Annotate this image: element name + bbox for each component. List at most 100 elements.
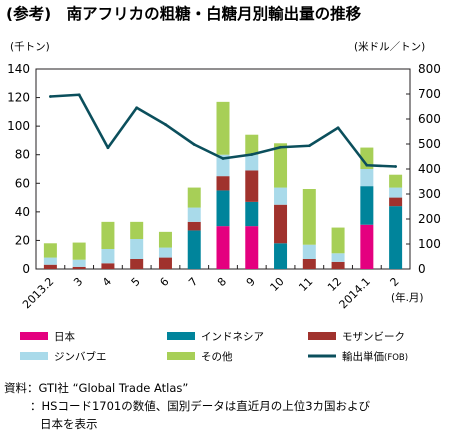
- x-tick-label: 5: [129, 275, 143, 289]
- right-tick-label: 200: [418, 212, 441, 226]
- bar-segment: [302, 244, 316, 259]
- unit-price-point: [336, 126, 340, 130]
- x-axis-unit: (年.月): [391, 291, 424, 304]
- bar-segment: [72, 259, 86, 267]
- unit-price-line: [48, 93, 398, 168]
- unit-price-point: [164, 123, 167, 126]
- bar-segment: [101, 249, 115, 264]
- bar-segment: [274, 204, 288, 244]
- unit-price-point: [250, 153, 254, 156]
- unit-price-point: [365, 163, 369, 167]
- right-tick-label: 500: [418, 137, 441, 151]
- legend-label-others: その他: [201, 350, 233, 363]
- right-tick-label: 600: [418, 112, 441, 126]
- bar-segment: [101, 221, 115, 249]
- x-tick-label: 8: [215, 275, 229, 289]
- bar-segment: [331, 261, 345, 269]
- bar-segment: [130, 239, 144, 259]
- bar-segment: [216, 226, 230, 269]
- bar-segment: [216, 154, 230, 177]
- legend-swatch-indonesia: [167, 332, 195, 340]
- bar-segment: [43, 257, 57, 265]
- x-tick-label: 2014.1: [337, 275, 373, 311]
- bar-segment: [389, 206, 403, 269]
- bar-segment: [43, 243, 57, 258]
- left-tick-label: 80: [15, 148, 30, 162]
- bar-segment: [331, 227, 345, 254]
- bar-segment: [245, 170, 259, 202]
- source-line-2: ：HSコード1701の数値、国別データは直近月の上位3カ国および: [30, 399, 371, 413]
- left-tick-label: 0: [22, 262, 30, 276]
- legend-swatch-zimbabwe: [20, 352, 48, 360]
- x-tick-label: 4: [100, 275, 114, 289]
- bar-segment: [245, 134, 259, 155]
- x-tick-label: 3: [71, 275, 85, 289]
- bar-segment: [360, 147, 374, 169]
- unit-price-point: [106, 146, 110, 150]
- source-line-3: 日本を表示: [40, 417, 98, 431]
- bar-segment: [72, 242, 86, 260]
- bar-segment: [187, 187, 201, 208]
- x-tick-label: 6: [157, 275, 171, 289]
- bar-segment: [389, 174, 403, 188]
- bar-segment: [331, 253, 345, 262]
- unit-price-point: [394, 165, 398, 168]
- x-tick-label: 2013.2: [20, 275, 56, 311]
- bar-segment: [158, 231, 172, 248]
- right-tick-label: 400: [418, 162, 441, 176]
- right-tick-label: 300: [418, 187, 441, 201]
- right-tick-label: 100: [418, 237, 441, 251]
- right-tick-label: 700: [418, 87, 441, 101]
- x-tick-label: 7: [186, 275, 200, 289]
- x-tick-label: 9: [244, 275, 258, 289]
- x-tick-label: 2: [388, 275, 402, 289]
- bar-segment: [245, 201, 259, 227]
- bar-segment: [216, 190, 230, 227]
- legend-swatch-others: [167, 352, 195, 360]
- bar-segment: [274, 187, 288, 205]
- left-tick-label: 140: [7, 62, 30, 76]
- left-tick-label: 60: [15, 176, 30, 190]
- left-tick-label: 100: [7, 119, 30, 133]
- bar-segment: [101, 263, 115, 269]
- bar-segment: [389, 187, 403, 198]
- unit-price-point: [48, 95, 52, 98]
- bar-segment: [302, 189, 316, 245]
- right-tick-label: 800: [418, 62, 441, 76]
- left-tick-label: 40: [15, 205, 30, 219]
- bar-segment: [245, 226, 259, 269]
- bar-segment: [72, 266, 86, 269]
- bar-segment: [216, 101, 230, 155]
- bar-segment: [216, 176, 230, 191]
- unit-price-point: [135, 106, 139, 110]
- bar-segment: [187, 230, 201, 269]
- bar-segment: [130, 259, 144, 269]
- bar-segment: [360, 186, 374, 225]
- legend-unit-price-name: 輸出単価: [342, 350, 384, 363]
- right-axis-unit: (米ドル／トン): [354, 40, 425, 53]
- legend-unit-price-note: (FOB): [384, 353, 408, 363]
- bar-segment: [274, 243, 288, 269]
- bar-segment: [130, 221, 144, 239]
- bar-series: [43, 101, 403, 269]
- legend-label-indonesia: インドネシア: [201, 331, 264, 343]
- x-tick-label: 12: [325, 275, 344, 294]
- legend: 日本 インドネシア モザンビーク ジンバブエ その他 輸出単価(FOB): [20, 330, 408, 363]
- source-line-1: 資料：GTI社 “Global Trade Atlas”: [4, 381, 188, 395]
- left-axis-unit: (千トン): [10, 41, 50, 53]
- legend-label-unit-price: 輸出単価(FOB): [342, 350, 408, 363]
- bar-segment: [245, 154, 259, 171]
- bar-segment: [187, 221, 201, 231]
- legend-label-japan: 日本: [54, 330, 75, 343]
- bar-segment: [158, 257, 172, 269]
- bar-segment: [43, 264, 57, 269]
- left-axis-ticks: 0 20 40 60 80 100 120 140: [7, 62, 40, 276]
- right-tick-label: 0: [418, 262, 426, 276]
- unit-price-point: [307, 144, 311, 148]
- unit-price-point: [192, 143, 196, 146]
- x-tick-label: 10: [268, 275, 287, 294]
- bar-segment: [158, 247, 172, 258]
- bar-segment: [389, 197, 403, 207]
